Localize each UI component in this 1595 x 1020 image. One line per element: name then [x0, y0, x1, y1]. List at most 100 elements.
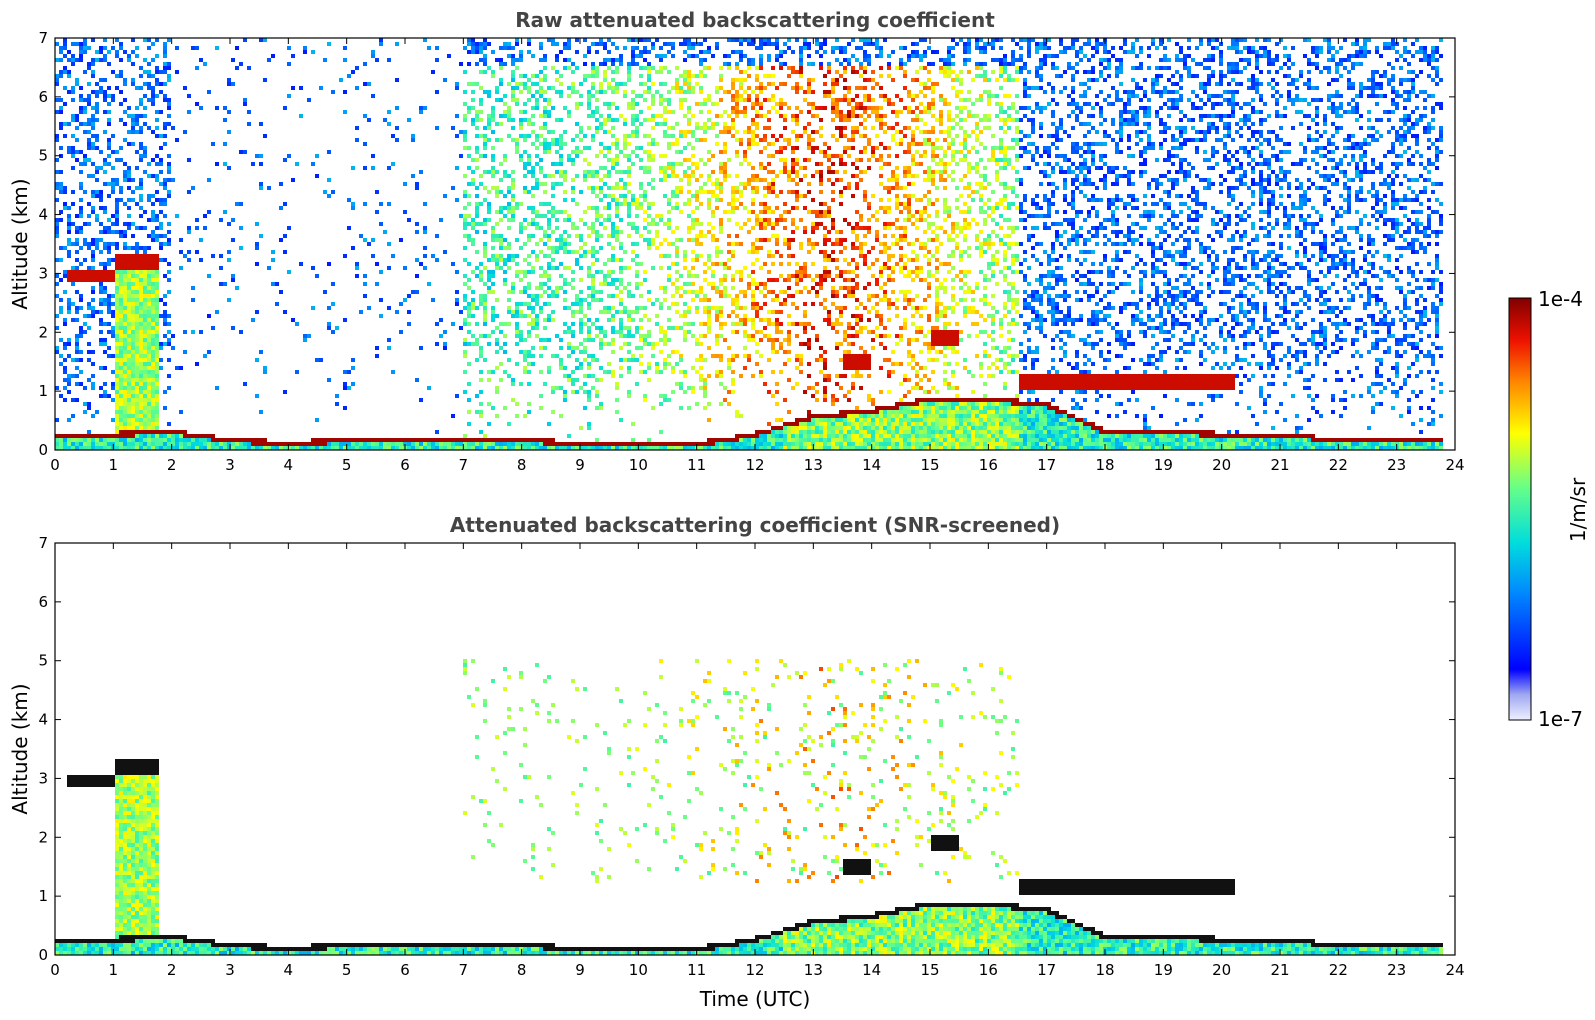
heat-cell	[747, 126, 751, 130]
heat-cell	[559, 358, 563, 362]
heat-cell	[727, 362, 731, 366]
heat-cell	[703, 270, 707, 274]
heat-cell	[127, 106, 131, 110]
heat-cell	[639, 362, 643, 366]
heat-cell	[735, 90, 739, 94]
heat-cell	[523, 438, 527, 442]
heat-cell	[619, 358, 623, 362]
heat-cell	[607, 214, 611, 218]
heat-cell	[387, 338, 391, 342]
heat-cell	[623, 306, 627, 310]
heat-cell	[603, 102, 607, 106]
heat-cell	[99, 386, 103, 390]
heat-cell	[235, 66, 239, 70]
heat-cell	[635, 202, 639, 206]
heat-cell	[75, 278, 79, 282]
heat-cell	[583, 374, 587, 378]
heat-cell	[611, 158, 615, 162]
heat-cell	[639, 354, 643, 358]
heat-cell	[67, 74, 71, 78]
heat-cell	[127, 198, 131, 202]
heat-cell	[779, 158, 783, 162]
heat-cell	[731, 278, 735, 282]
heat-cell	[667, 354, 671, 358]
heat-cell	[215, 310, 219, 314]
heat-cell	[779, 214, 783, 218]
heat-cell	[607, 294, 611, 298]
heat-cell	[123, 358, 127, 362]
heat-cell	[331, 190, 335, 194]
heat-cell	[551, 182, 555, 186]
heat-cell	[583, 406, 587, 410]
heat-cell	[147, 334, 151, 338]
heat-cell	[491, 370, 495, 374]
heat-cell	[659, 350, 663, 354]
heat-cell	[183, 434, 187, 438]
heat-cell	[175, 446, 179, 450]
heat-cell	[427, 282, 431, 286]
heat-cell	[627, 158, 631, 162]
heat-cell	[719, 162, 723, 166]
heat-cell	[127, 226, 131, 230]
heat-cell	[695, 370, 699, 374]
heat-cell	[475, 274, 479, 278]
heat-cell	[115, 430, 119, 434]
heat-cell	[563, 230, 567, 234]
heat-cell	[655, 234, 659, 238]
heat-cell	[103, 54, 107, 58]
heat-cell	[611, 198, 615, 202]
heat-cell	[659, 218, 663, 222]
heat-cell	[115, 158, 119, 162]
heat-cell	[71, 190, 75, 194]
heat-cell	[647, 298, 651, 302]
heat-cell	[603, 174, 607, 178]
heat-cell	[583, 38, 587, 42]
heat-cell	[239, 446, 243, 450]
heat-cell	[135, 202, 139, 206]
heat-cell	[315, 446, 319, 450]
heat-cell	[475, 50, 479, 54]
heat-cell	[111, 438, 115, 442]
heat-cell	[691, 274, 695, 278]
heat-cell	[735, 294, 739, 298]
heat-cell	[799, 290, 803, 294]
heat-cell	[119, 378, 123, 382]
heat-cell	[763, 334, 767, 338]
heat-cell	[159, 90, 163, 94]
heat-cell	[667, 42, 671, 46]
heat-cell	[79, 294, 83, 298]
heat-cell	[767, 110, 771, 114]
heat-cell	[803, 342, 807, 346]
heat-cell	[735, 410, 739, 414]
heat-cell	[747, 286, 751, 290]
heat-cell	[643, 238, 647, 242]
heat-cell	[687, 214, 691, 218]
heat-cell	[535, 98, 539, 102]
heat-cell	[795, 278, 799, 282]
heat-cell	[655, 222, 659, 226]
heat-cell	[359, 438, 363, 442]
heat-cell	[119, 370, 123, 374]
heat-cell	[531, 130, 535, 134]
heat-cell	[703, 334, 707, 338]
heat-cell	[619, 266, 623, 270]
heat-cell	[283, 234, 287, 238]
heat-cell	[727, 402, 731, 406]
heat-cell	[311, 306, 315, 310]
heat-cell	[123, 342, 127, 346]
heat-cell	[59, 434, 63, 438]
heat-cell	[671, 230, 675, 234]
heat-cell	[763, 218, 767, 222]
heat-cell	[79, 54, 83, 58]
heat-cell	[807, 134, 811, 138]
heat-cell	[175, 138, 179, 142]
heat-cell	[127, 346, 131, 350]
heat-cell	[123, 246, 127, 250]
heat-cell	[59, 146, 63, 150]
heat-cell	[91, 90, 95, 94]
heat-cell	[515, 82, 519, 86]
heat-cell	[503, 370, 507, 374]
heat-cell	[223, 118, 227, 122]
heat-cell	[151, 442, 155, 446]
heat-cell	[659, 446, 663, 450]
